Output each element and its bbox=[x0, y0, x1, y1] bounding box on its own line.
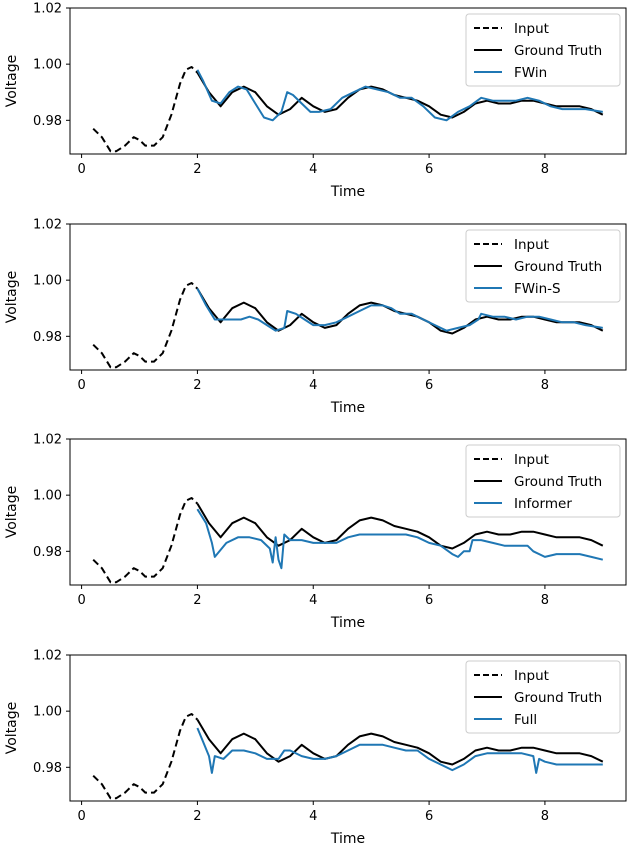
y-axis-label: Voltage bbox=[4, 486, 20, 539]
x-tick-label: 0 bbox=[77, 809, 85, 824]
y-axis-label: Voltage bbox=[4, 702, 20, 755]
panel-4: 0.98 1.00 1.02 0 2 4 6 8 Time Voltage In… bbox=[4, 649, 627, 847]
legend-box bbox=[465, 660, 621, 734]
prediction-series-line bbox=[196, 288, 603, 332]
panel-1: 0.98 1.00 1.02 0 2 4 6 8 Time Voltage In… bbox=[4, 2, 627, 200]
panel-2: 0.98 1.00 1.02 0 2 4 6 8 Time Voltage In… bbox=[4, 218, 627, 416]
x-tick-label: 0 bbox=[77, 378, 85, 393]
panel-3: 0.98 1.00 1.02 0 2 4 6 8 Time Voltage In… bbox=[4, 433, 627, 631]
legend-label-ground-truth: Ground Truth bbox=[514, 474, 602, 490]
input-series-line bbox=[92, 713, 199, 800]
x-axis-label: Time bbox=[330, 400, 365, 416]
legend-label-ground-truth: Ground Truth bbox=[514, 259, 602, 275]
y-tick-label: 1.02 bbox=[33, 649, 62, 664]
legend-label-prediction: Full bbox=[514, 712, 537, 728]
prediction-series-line bbox=[196, 69, 603, 122]
x-tick-label: 8 bbox=[541, 809, 549, 824]
x-tick-label: 6 bbox=[425, 593, 433, 608]
legend-label-prediction: FWin-S bbox=[514, 281, 561, 297]
plot-marks bbox=[92, 713, 604, 800]
legend-box bbox=[465, 229, 621, 303]
x-ticks: 0 2 4 6 8 bbox=[77, 585, 549, 608]
legend-label-ground-truth: Ground Truth bbox=[514, 690, 602, 706]
x-tick-label: 0 bbox=[77, 162, 85, 177]
legend-box bbox=[465, 13, 621, 87]
x-tick-label: 2 bbox=[193, 378, 201, 393]
y-tick-label: 1.00 bbox=[33, 489, 62, 504]
x-ticks: 0 2 4 6 8 bbox=[77, 154, 549, 177]
x-axis-label: Time bbox=[330, 831, 365, 847]
y-tick-label: 0.98 bbox=[33, 545, 62, 560]
x-tick-label: 4 bbox=[309, 378, 317, 393]
ground-truth-series-line bbox=[196, 72, 604, 119]
x-tick-label: 8 bbox=[541, 593, 549, 608]
y-tick-label: 1.00 bbox=[33, 58, 62, 73]
ground-truth-series-line bbox=[196, 719, 604, 766]
plot-frame bbox=[69, 7, 627, 155]
x-axis-label: Time bbox=[330, 184, 365, 200]
x-tick-label: 4 bbox=[309, 809, 317, 824]
x-tick-label: 4 bbox=[309, 593, 317, 608]
legend: Input Ground Truth Full bbox=[465, 660, 621, 734]
x-tick-label: 8 bbox=[541, 162, 549, 177]
x-tick-label: 6 bbox=[425, 162, 433, 177]
x-tick-label: 6 bbox=[425, 378, 433, 393]
legend-label-prediction: FWin bbox=[514, 65, 547, 81]
ground-truth-series-line bbox=[196, 503, 604, 550]
x-tick-label: 6 bbox=[425, 809, 433, 824]
plot-marks bbox=[92, 497, 604, 584]
x-tick-label: 4 bbox=[309, 162, 317, 177]
x-axis-label: Time bbox=[330, 615, 365, 631]
plot-marks bbox=[92, 66, 604, 153]
input-series-line bbox=[92, 282, 199, 369]
legend: Input Ground Truth FWin bbox=[465, 13, 621, 87]
prediction-series-line bbox=[196, 727, 603, 774]
x-tick-label: 2 bbox=[193, 162, 201, 177]
legend: Input Ground Truth Informer bbox=[465, 444, 621, 518]
y-axis-label: Voltage bbox=[4, 55, 20, 108]
y-tick-label: 1.00 bbox=[33, 274, 62, 289]
y-tick-label: 1.02 bbox=[33, 218, 62, 233]
y-tick-label: 0.98 bbox=[33, 761, 62, 776]
y-tick-label: 0.98 bbox=[33, 330, 62, 345]
prediction-series-line bbox=[196, 508, 604, 570]
legend-label-input: Input bbox=[514, 21, 549, 37]
y-ticks: 0.98 1.00 1.02 bbox=[33, 218, 70, 345]
y-axis-label: Voltage bbox=[4, 271, 20, 324]
x-ticks: 0 2 4 6 8 bbox=[77, 801, 549, 824]
legend-label-prediction: Informer bbox=[514, 496, 572, 512]
x-ticks: 0 2 4 6 8 bbox=[77, 370, 549, 393]
x-tick-label: 2 bbox=[193, 593, 201, 608]
y-ticks: 0.98 1.00 1.02 bbox=[33, 649, 70, 776]
y-tick-label: 1.02 bbox=[33, 433, 62, 448]
y-ticks: 0.98 1.00 1.02 bbox=[33, 433, 70, 560]
y-tick-label: 1.00 bbox=[33, 705, 62, 720]
x-tick-label: 2 bbox=[193, 809, 201, 824]
input-series-line bbox=[92, 66, 199, 153]
plot-frame bbox=[69, 654, 627, 802]
y-ticks: 0.98 1.00 1.02 bbox=[33, 2, 70, 129]
x-tick-label: 0 bbox=[77, 593, 85, 608]
legend-label-ground-truth: Ground Truth bbox=[514, 43, 602, 59]
plot-marks bbox=[92, 282, 604, 369]
legend: Input Ground Truth FWin-S bbox=[465, 229, 621, 303]
legend-label-input: Input bbox=[514, 452, 549, 468]
plot-frame bbox=[69, 438, 627, 586]
plot-frame bbox=[69, 223, 627, 371]
y-tick-label: 1.02 bbox=[33, 2, 62, 17]
legend-label-input: Input bbox=[514, 668, 549, 684]
x-tick-label: 8 bbox=[541, 378, 549, 393]
y-tick-label: 0.98 bbox=[33, 114, 62, 129]
legend-box bbox=[465, 444, 621, 518]
input-series-line bbox=[92, 497, 199, 584]
legend-label-input: Input bbox=[514, 237, 549, 253]
